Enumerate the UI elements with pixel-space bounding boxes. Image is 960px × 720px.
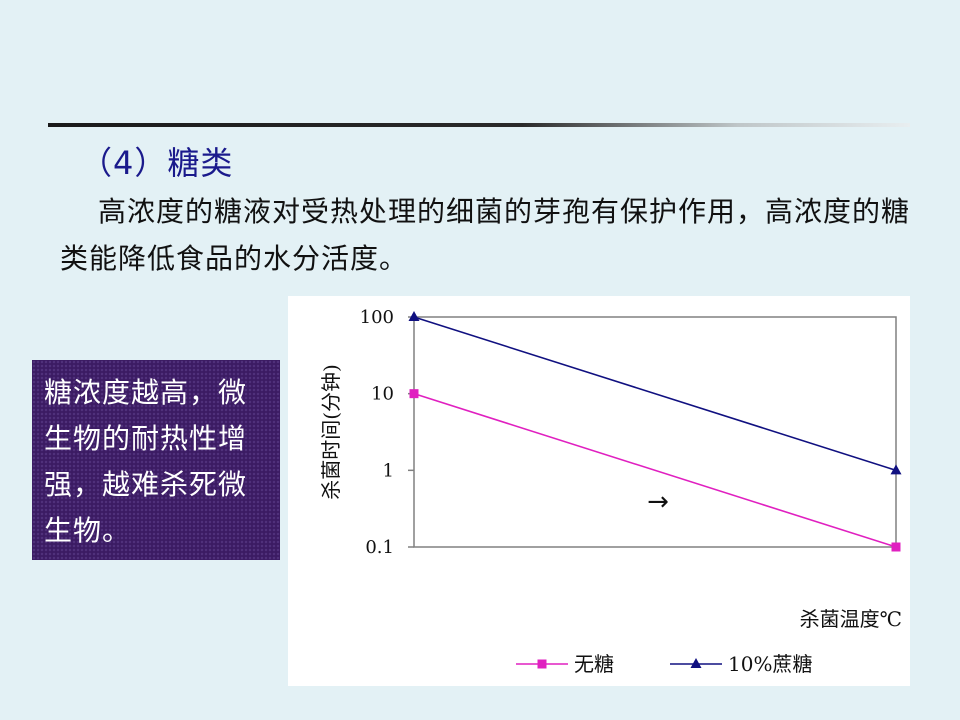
data-point-square: [409, 389, 419, 399]
data-point-triangle: [408, 311, 420, 321]
data-point-triangle: [890, 464, 902, 475]
sterilization-chart: 100 10 1 0.1 杀菌时间(分钟) 杀菌温度℃ → 无糖 10%蔗糖: [319, 307, 902, 676]
y-tick-label: 0.1: [365, 537, 394, 558]
y-tick-label: 10: [371, 384, 394, 405]
legend-marker-square: [537, 659, 547, 669]
legend-label: 10%蔗糖: [728, 652, 812, 676]
y-tick-label: 100: [360, 307, 394, 328]
title-divider: [48, 123, 910, 127]
legend-marker-triangle: [690, 658, 702, 668]
body-paragraph: 高浓度的糖液对受热处理的细菌的芽孢有保护作用，高浓度的糖类能降低食品的水分活度。: [60, 195, 911, 275]
note-box: 糖浓度越高，微生物的耐热性增强，越难杀死微生物。: [32, 360, 280, 560]
chart-panel: 100 10 1 0.1 杀菌时间(分钟) 杀菌温度℃ → 无糖 10%蔗糖: [288, 296, 910, 686]
data-point-square: [891, 542, 901, 552]
y-tick-label: 1: [383, 460, 394, 481]
plot-area: [413, 316, 897, 548]
series-line: [413, 316, 897, 472]
chart-annotation-arrow: →: [647, 487, 669, 517]
series-line: [413, 392, 897, 548]
x-axis-label: 杀菌温度℃: [800, 607, 902, 631]
slide-title: （4）糖类: [80, 144, 234, 182]
legend-label: 无糖: [574, 652, 614, 676]
y-axis-label: 杀菌时间(分钟): [319, 364, 343, 500]
